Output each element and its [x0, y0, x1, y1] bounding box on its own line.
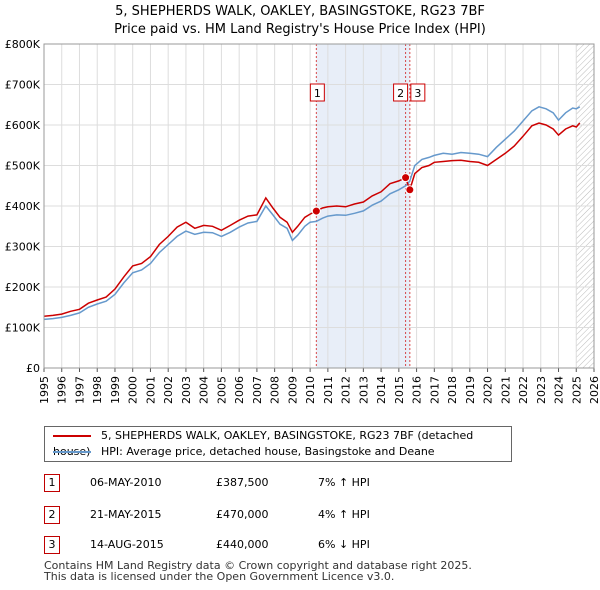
sale-point	[405, 185, 415, 195]
sale-point	[311, 206, 321, 216]
legend-label-hpi: HPI: Average price, detached house, Basi…	[101, 445, 435, 458]
x-tick-label: 2005	[215, 376, 228, 404]
x-tick-label: 2008	[269, 376, 282, 404]
x-tick-label: 2010	[304, 376, 317, 404]
x-tick-label: 2017	[428, 376, 441, 404]
x-tick-label: 1998	[91, 376, 104, 404]
x-tick-label: 2012	[340, 376, 353, 404]
sale-badge: 2	[44, 506, 60, 524]
hpi-series-line	[43, 105, 581, 321]
plot-frame	[43, 43, 595, 369]
sale-label-text: 2	[397, 87, 404, 100]
sale-label-text: 3	[414, 87, 421, 100]
chart-legend: 5, SHEPHERDS WALK, OAKLEY, BASINGSTOKE, …	[44, 426, 512, 462]
sale-hpi-diff: 4% ↑ HPI	[318, 508, 370, 521]
x-tick-label: 2015	[393, 376, 406, 404]
chart-title-line2: Price paid vs. HM Land Registry's House …	[114, 22, 486, 37]
x-tick-label: 2026	[588, 376, 600, 404]
sale-badge: 3	[44, 536, 60, 554]
x-tick-label: 2025	[570, 376, 583, 404]
x-tick-label: 2007	[251, 376, 264, 404]
x-tick-label: 1995	[38, 376, 51, 404]
x-tick-label: 2013	[357, 376, 370, 404]
sale-hpi-diff: 6% ↓ HPI	[318, 538, 370, 551]
x-tick-label: 1997	[73, 376, 86, 404]
sale-price: £387,500	[216, 476, 269, 489]
x-tick-label: 2020	[482, 376, 495, 404]
legend-swatch-property	[53, 435, 91, 437]
x-tick-label: 2011	[322, 376, 335, 404]
x-tick-label: 1999	[109, 376, 122, 404]
y-tick-label: £700K	[5, 79, 41, 92]
y-tick-label: £200K	[5, 281, 41, 294]
y-tick-label: £500K	[5, 160, 41, 173]
x-tick-label: 2009	[286, 376, 299, 404]
sale-label-box	[309, 83, 325, 102]
sale-badge: 1	[44, 474, 60, 492]
x-tick-label: 2000	[127, 376, 140, 404]
property-series-line	[43, 122, 581, 317]
y-tick-label: £100K	[5, 322, 41, 335]
x-tick-label: 2001	[144, 376, 157, 404]
sale-label-box	[393, 83, 409, 102]
x-tick-label: 2006	[233, 376, 246, 404]
legend-item-property: 5, SHEPHERDS WALK, OAKLEY, BASINGSTOKE, …	[53, 428, 511, 458]
x-tick-label: 2023	[535, 376, 548, 404]
x-tick-label: 2003	[180, 376, 193, 404]
x-tick-label: 2019	[464, 376, 477, 404]
y-tick-label: £300K	[5, 241, 41, 254]
x-tick-label: 2022	[517, 376, 530, 404]
sale-row: 2 21-MAY-2015 £470,000 4% ↑ HPI	[40, 506, 440, 524]
x-tick-label: 2021	[499, 376, 512, 404]
x-tick-label: 1996	[56, 376, 69, 404]
sale-date: 14-AUG-2015	[90, 538, 164, 551]
y-tick-label: £800K	[5, 38, 41, 51]
footer-licence: This data is licensed under the Open Gov…	[44, 570, 395, 583]
x-tick-label: 2002	[162, 376, 175, 404]
x-tick-label: 2014	[375, 376, 388, 404]
x-tick-label: 2004	[198, 376, 211, 404]
y-tick-label: £0	[26, 362, 40, 375]
x-tick-label: 2024	[553, 376, 566, 404]
price-chart: £0 £100K £200K £300K £400K £500K £600K £700K £80…	[5, 38, 600, 404]
sale-price: £440,000	[216, 538, 269, 551]
footer-copyright: Contains HM Land Registry data © Crown c…	[44, 559, 472, 572]
legend-swatch-hpi	[53, 451, 91, 453]
chart-title-line1: 5, SHEPHERDS WALK, OAKLEY, BASINGSTOKE, …	[115, 4, 485, 19]
footer-notice: Contains HM Land Registry data © Crown c…	[44, 560, 472, 582]
y-tick-label: £400K	[5, 200, 41, 213]
sale-price: £470,000	[216, 508, 269, 521]
sale-row: 3 14-AUG-2015 £440,000 6% ↓ HPI	[40, 536, 440, 554]
x-tick-label: 2018	[446, 376, 459, 404]
sale-hpi-diff: 7% ↑ HPI	[318, 476, 370, 489]
sale-date: 21-MAY-2015	[90, 508, 162, 521]
sale-label-box	[410, 83, 426, 102]
y-tick-label: £600K	[5, 119, 41, 132]
legend-item-hpi: HPI: Average price, detached house, Basi…	[53, 444, 435, 460]
sale-point	[401, 173, 411, 183]
sale-row: 1 06-MAY-2010 £387,500 7% ↑ HPI	[40, 474, 440, 492]
sale-label-text: 1	[314, 87, 321, 100]
sale-date: 06-MAY-2010	[90, 476, 162, 489]
x-tick-label: 2016	[411, 376, 424, 404]
